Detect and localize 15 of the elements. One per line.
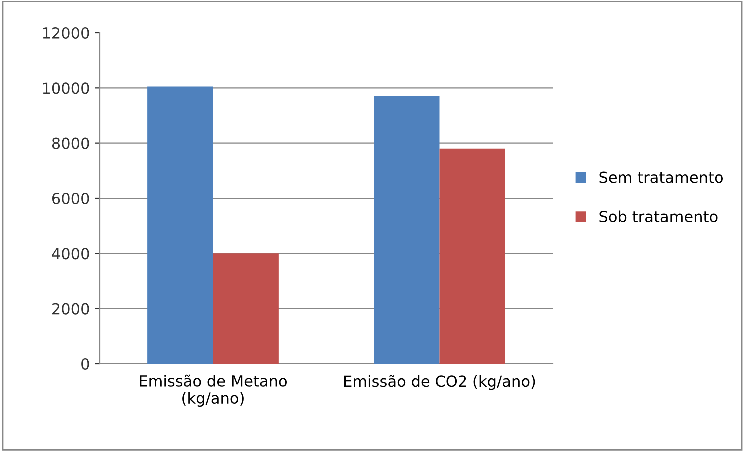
bar xyxy=(374,96,440,364)
y-tick-label: 12000 xyxy=(43,27,90,40)
bar xyxy=(213,254,279,364)
y-tick-label: 10000 xyxy=(43,82,90,94)
legend-label: Sob tratamento xyxy=(600,210,718,223)
legend-label: Sem tratamento xyxy=(600,172,724,184)
x-tick-label: Emissão de Metano (kg/ano) xyxy=(140,374,288,408)
y-tick-label: 2000 xyxy=(52,303,90,315)
y-tick-label: 0 xyxy=(82,358,90,370)
y-tick-label: 8000 xyxy=(52,138,90,150)
y-tick-label: 4000 xyxy=(52,248,90,260)
x-tick-label: Emissão de CO2 (kg/ano) xyxy=(344,375,536,390)
y-tick-label: 6000 xyxy=(52,192,90,205)
bar xyxy=(440,148,506,364)
bar xyxy=(148,86,214,364)
